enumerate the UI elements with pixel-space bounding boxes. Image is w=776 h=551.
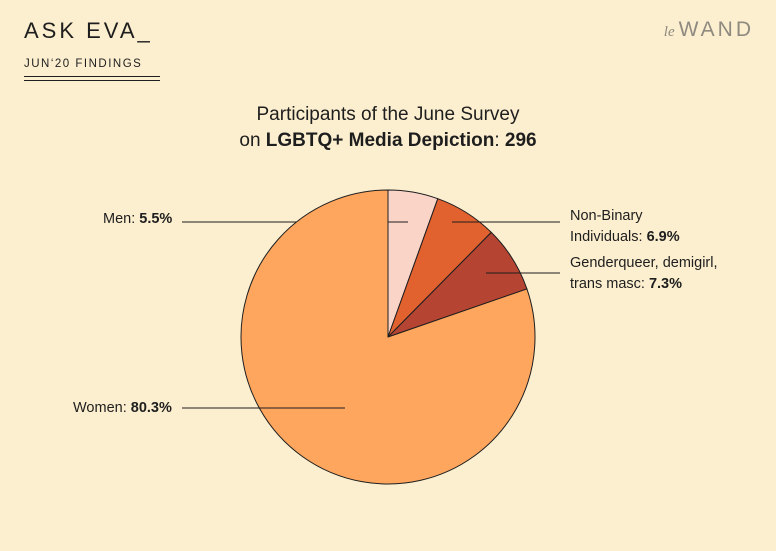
chart-title-prefix: on [239, 130, 261, 151]
chart-title-total: 296 [504, 130, 537, 151]
slice-label-text: Women: [73, 400, 131, 416]
logo: le WAND [664, 18, 754, 42]
slice-label-value: 80.3% [130, 400, 172, 416]
slice-label-text: trans masc: [570, 276, 649, 292]
pie-slice-women [240, 189, 536, 485]
logo-prefix: le [663, 24, 675, 40]
subtitle-rule-top [24, 76, 160, 77]
slice-label-value: 6.9% [646, 229, 680, 245]
slice-label-text: Genderqueer, demigirl, [570, 255, 718, 271]
slice-label-text: Individuals: [570, 229, 647, 245]
chart-title-line1: Participants of the June Survey [256, 104, 520, 125]
findings-subtitle: JUN‘20 FINDINGS [24, 58, 143, 70]
logo-main: WAND [678, 18, 754, 41]
slice-label: Women: 80.3% [73, 398, 172, 419]
slice-label-value: 5.5% [139, 211, 173, 227]
chart-title-line2: on LGBTQ+ Media Depiction: 296 [0, 128, 776, 154]
subtitle-rule-bottom [24, 80, 160, 81]
slice-label-text: Men: [103, 211, 140, 227]
slice-label: Men: 5.5% [103, 209, 172, 230]
slice-label: Non-Binary Individuals: 6.9% [570, 206, 680, 248]
brand-title: ASK EVA_ [24, 18, 153, 43]
chart-title-topic: LGBTQ+ Media Depiction [265, 130, 495, 151]
chart-title-separator: : [494, 130, 500, 151]
slice-label-value: 7.3% [648, 276, 683, 292]
slice-label: Genderqueer, demigirl, trans masc: 7.3% [570, 253, 718, 295]
chart-title: Participants of the June Survey on LGBTQ… [0, 102, 776, 154]
slice-label-text: Non-Binary [570, 208, 643, 224]
